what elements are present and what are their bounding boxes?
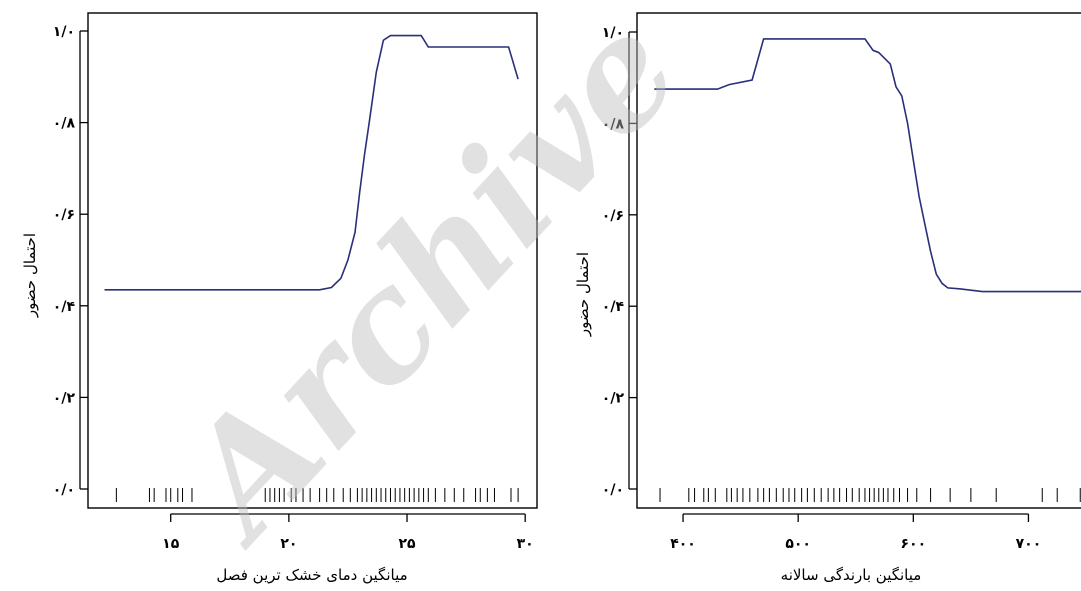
x-tick-label: ۲۰ (280, 536, 297, 552)
y-tick-label: ۱/۰ (53, 24, 75, 40)
x-axis-title: میانگین دمای خشک ترین فصل (216, 566, 407, 584)
plot-frame (87, 12, 538, 509)
y-tick-label: ۰/۸ (53, 116, 76, 132)
response-curve (104, 34, 519, 291)
x-tick-label: ۶۰۰ (900, 536, 926, 552)
y-axis-title: احتمال حضور (574, 252, 592, 337)
y-tick-label: ۰/۴ (602, 299, 625, 315)
x-tick-label: ۲۵ (398, 536, 416, 552)
y-tick-label: ۱/۰ (602, 25, 624, 41)
y-tick-label: ۰/۲ (602, 391, 625, 407)
chart-right-panel: ۰/۰ ۰/۲ ۰/۴ ۰/۶ ۰/۸ ۱/۰ ۴۰۰ ۵۰۰ ۶۰۰ ۷۰۰ میانگین با… (574, 12, 1081, 584)
y-tick-label: ۰/۶ (602, 208, 624, 224)
x-tick-label: ۱۵ (162, 536, 180, 552)
x-tick-label: ۳۰ (517, 536, 534, 552)
x-axis-title: میانگین بارندگی سالانه (781, 566, 922, 584)
x-tick-label: ۵۰۰ (785, 536, 811, 552)
chart-left-panel: ۰/۰ ۰/۲ ۰/۴ ۰/۶ ۰/۸ ۱/۰ ۱۵ ۲۰ ۲۵ ۳۰ میانگین دمای خ… (21, 12, 538, 584)
y-tick-label: ۰/۰ (53, 482, 75, 498)
plot-frame (636, 12, 1081, 509)
x-tick-label: ۴۰۰ (670, 536, 696, 552)
y-tick-label: ۰/۰ (602, 482, 624, 498)
x-tick-label: ۷۰۰ (1016, 536, 1042, 552)
y-tick-label: ۰/۴ (53, 299, 76, 315)
y-axis-title: احتمال حضور (21, 233, 39, 318)
response-curve (654, 38, 1081, 293)
y-tick-label: ۰/۸ (602, 116, 625, 132)
y-tick-label: ۰/۶ (53, 207, 75, 223)
y-tick-label: ۰/۲ (53, 390, 76, 406)
